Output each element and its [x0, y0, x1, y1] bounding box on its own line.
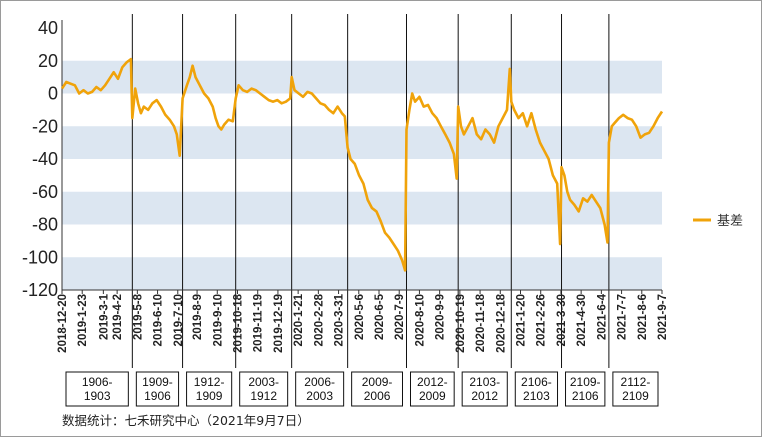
- x-tick-label: 2020-1-21: [293, 293, 305, 346]
- x-tick-label: 2019-5-8: [132, 293, 144, 340]
- x-tick-label: 2021-6-4: [596, 293, 608, 340]
- x-tick-label: 2020-12-18: [495, 293, 507, 352]
- y-tick-label: 0: [48, 84, 58, 104]
- contract-labels: 1906-1903 1909-1906 1912-1909 2003-1912 2006…: [65, 371, 659, 407]
- series-line: [60, 57, 664, 272]
- x-tick-label: 2020-3-31: [334, 293, 346, 346]
- x-tick-label: 2019-4-2: [112, 294, 124, 340]
- x-tick-label: 2018-12-20: [57, 294, 69, 353]
- band-0: [62, 60, 662, 94]
- contract-label: 2012-: [417, 375, 448, 389]
- x-tick-label: 2020-11-18: [475, 293, 487, 352]
- contract-box: [135, 371, 180, 407]
- x-tick-label: 2020-10-19: [455, 294, 467, 353]
- background-bands: [62, 60, 662, 290]
- y-tick-label: 40: [38, 18, 58, 38]
- y-tick-label: -80: [32, 215, 58, 235]
- x-tick-label: 2021-2-26: [536, 294, 548, 346]
- x-tick-label: 2020-2-28: [313, 293, 325, 346]
- x-tick-label: 2020-5-6: [354, 294, 366, 340]
- x-tick-label: 2021-3-30: [556, 294, 568, 346]
- contract-box: [514, 371, 559, 407]
- x-tick-label: 2019-12-19: [273, 294, 285, 353]
- x-tick-label: 2019-7-10: [173, 294, 185, 346]
- contract-label: 2103-: [469, 375, 500, 389]
- legend-label: 基差: [717, 214, 743, 229]
- x-tick-label: 2020-9-9: [435, 294, 447, 340]
- contract-label: 2112-: [621, 375, 651, 389]
- contract-label: 2109-: [570, 375, 601, 389]
- y-tick-label: -60: [32, 182, 58, 202]
- band-2: [62, 191, 662, 225]
- x-tick-label: 2021-1-20: [515, 294, 527, 346]
- series-basis: [60, 57, 664, 272]
- x-tick-label: 2019-1-23: [77, 294, 89, 346]
- y-tick-label: -40: [32, 149, 58, 169]
- y-tick-label: -20: [32, 116, 58, 136]
- x-tick-label: 2019-8-9: [192, 294, 204, 340]
- contract-label: 1906-: [82, 375, 113, 389]
- source-note: 数据统计：七禾研究中心（2021年9月7日）: [62, 413, 310, 428]
- contract-box: [351, 371, 403, 407]
- x-tick-label: 2020-8-10: [414, 294, 426, 346]
- contract-box: [409, 371, 455, 407]
- contract-box: [65, 371, 129, 407]
- contract-box: [565, 371, 606, 407]
- contract-label: 2009-: [362, 375, 393, 389]
- contract-label: 2109: [622, 389, 649, 403]
- x-tick-label: 2020-6-5: [374, 293, 386, 340]
- contract-box: [612, 371, 659, 407]
- x-tick-label: 2021-7-7: [617, 294, 629, 340]
- contract-box: [461, 371, 508, 407]
- contract-label: 2009: [419, 389, 446, 403]
- contract-box: [239, 371, 289, 407]
- y-tick-label: 20: [38, 51, 58, 71]
- contract-label: 1909-: [142, 375, 173, 389]
- contract-label: 1906: [144, 389, 171, 403]
- contract-box: [186, 371, 233, 407]
- x-tick-label: 2021-4-30: [576, 294, 588, 346]
- contract-label: 2106: [572, 389, 599, 403]
- x-tick-label: 2019-9-10: [212, 294, 224, 346]
- x-tick-label: 2019-10-18: [232, 293, 244, 352]
- contract-label: 2006: [364, 389, 391, 403]
- contract-label: 2106-: [521, 375, 552, 389]
- y-axis: 40 20 0 -20 -40 -60 -80 -100 -120: [22, 18, 63, 300]
- contract-box: [295, 371, 345, 407]
- x-tick-label: 2021-8-6: [637, 294, 649, 340]
- x-tick-label: 2019-6-10: [153, 294, 165, 346]
- contract-label: 1912: [250, 389, 277, 403]
- x-tick-label: 2020-7-9: [394, 294, 406, 340]
- contract-label: 1903: [84, 389, 111, 403]
- x-tick-label: 2021-9-7: [657, 294, 669, 340]
- contract-label: 2103: [523, 389, 550, 403]
- contract-label: 2012: [471, 389, 498, 403]
- x-tick-label: 2019-3-1: [98, 293, 110, 340]
- band-1: [62, 126, 662, 159]
- legend: 基差: [693, 214, 743, 229]
- band-3: [62, 257, 662, 290]
- x-axis: 2018-12-20 2019-1-23 2019-3-1 2019-4-2 2019-…: [57, 289, 669, 353]
- y-tick-label: -120: [22, 280, 58, 300]
- y-tick-label: -100: [22, 247, 58, 267]
- contract-label: 2003: [306, 389, 333, 403]
- contract-label: 1909: [196, 389, 223, 403]
- contract-label: 1912-: [194, 375, 225, 389]
- contract-label: 2003-: [248, 375, 279, 389]
- contract-label: 2006-: [304, 375, 335, 389]
- x-tick-label: 2019-11-19: [253, 294, 265, 352]
